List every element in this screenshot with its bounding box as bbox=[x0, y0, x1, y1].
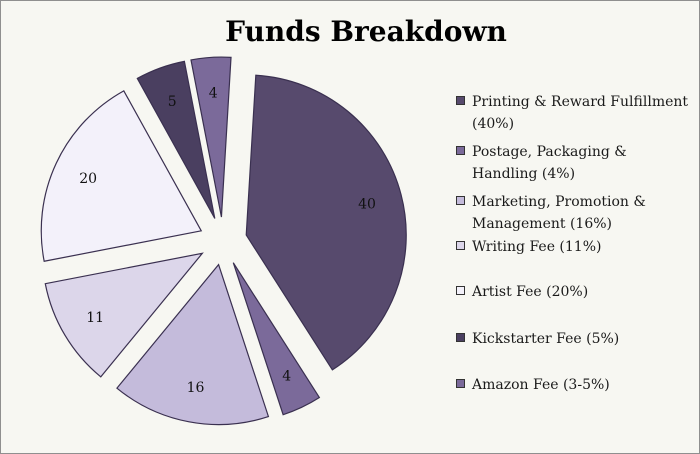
slice-data-label: 4 bbox=[282, 368, 291, 384]
pie-slice bbox=[190, 56, 232, 218]
legend-item: Writing Fee (11%) bbox=[456, 236, 696, 258]
legend-swatch bbox=[456, 241, 465, 250]
legend-label: Postage, Packaging & Handling (4%) bbox=[472, 144, 627, 182]
chart-title: Funds Breakdown bbox=[225, 15, 507, 48]
slice-data-label: 11 bbox=[86, 310, 104, 326]
pie-slice bbox=[136, 60, 216, 219]
legend-label: Amazon Fee (3-5%) bbox=[472, 377, 610, 393]
legend-label: Artist Fee (20%) bbox=[472, 284, 589, 300]
legend-swatch bbox=[456, 196, 465, 205]
pie-slice bbox=[40, 90, 203, 262]
legend-swatch bbox=[456, 146, 465, 155]
pie-slice bbox=[116, 263, 270, 426]
legend-item: Kickstarter Fee (5%) bbox=[456, 328, 696, 350]
slice-data-label: 20 bbox=[79, 171, 97, 187]
legend-label: Printing & Reward Fulfillment (40%) bbox=[472, 94, 689, 132]
slice-data-label: 40 bbox=[358, 197, 376, 213]
slice-data-label: 5 bbox=[168, 94, 177, 110]
pie-slice bbox=[245, 74, 407, 371]
legend-item: Printing & Reward Fulfillment (40%) bbox=[456, 91, 696, 135]
legend-label: Marketing, Promotion & Management (16%) bbox=[472, 194, 646, 232]
legend-item: Artist Fee (20%) bbox=[456, 281, 696, 303]
pie-slice bbox=[232, 262, 321, 416]
legend-item: Postage, Packaging & Handling (4%) bbox=[456, 141, 696, 185]
slice-data-label: 16 bbox=[187, 380, 205, 396]
legend-label: Kickstarter Fee (5%) bbox=[472, 331, 620, 347]
legend-swatch bbox=[456, 333, 465, 342]
slice-data-label: 4 bbox=[209, 86, 218, 102]
legend-item: Marketing, Promotion & Management (16%) bbox=[456, 191, 696, 235]
pie-slice bbox=[44, 252, 204, 378]
legend-swatch bbox=[456, 286, 465, 295]
legend-item: Amazon Fee (3-5%) bbox=[456, 374, 696, 396]
legend-swatch bbox=[456, 96, 465, 105]
legend-label: Writing Fee (11%) bbox=[472, 239, 602, 255]
legend-swatch bbox=[456, 379, 465, 388]
